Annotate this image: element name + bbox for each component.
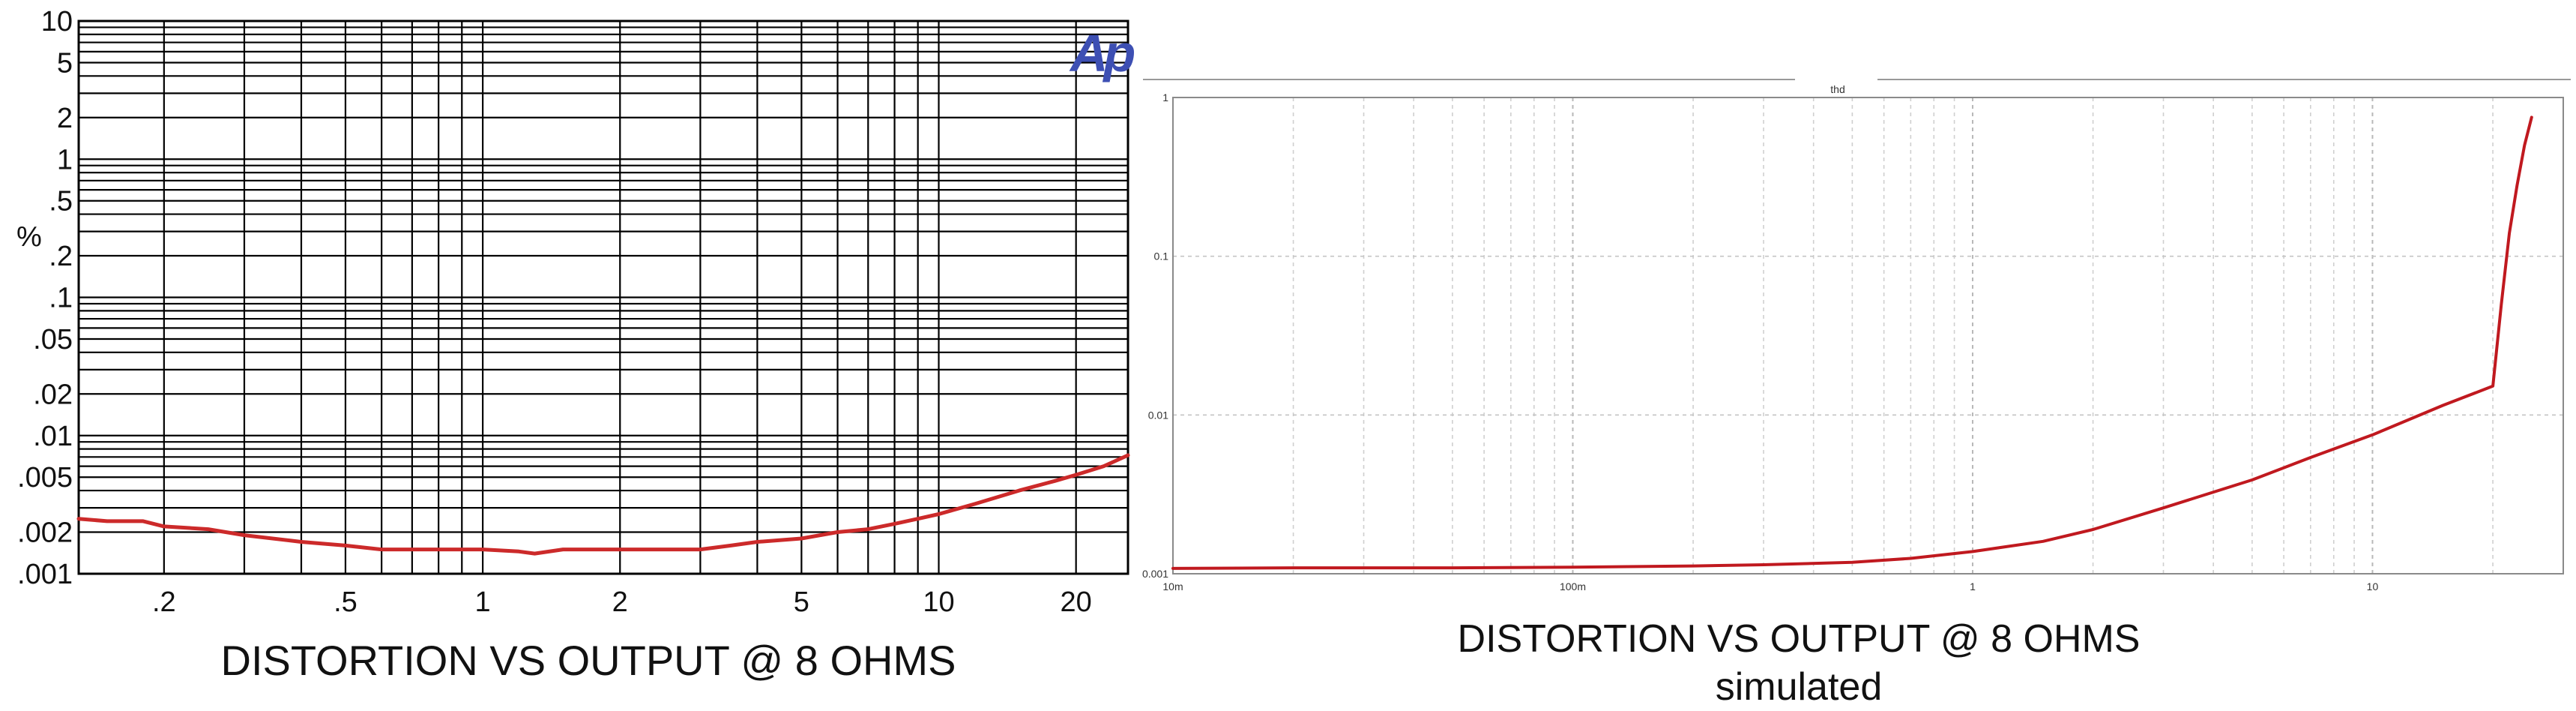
right-caption-title: DISTORTION VS OUTPUT @ 8 OHMS	[1457, 617, 2141, 661]
right-x-tick-label: 1	[1970, 580, 1976, 592]
right-x-tick-label: 10m	[1162, 580, 1183, 592]
right-y-tick-label: 0.1	[1154, 250, 1169, 262]
left-x-tick-label: .2	[152, 586, 176, 618]
right-caption-subtitle: simulated	[1715, 665, 1883, 709]
right-plot-area	[1173, 98, 2563, 574]
left-y-tick-label: 10	[41, 6, 73, 38]
left-y-tick-label: .5	[49, 186, 73, 218]
left-y-tick-label: .001	[17, 559, 73, 590]
left-y-tick-label: 1	[57, 144, 73, 176]
left-y-tick-label: .05	[33, 324, 73, 356]
left-x-tick-label: 10	[923, 586, 954, 618]
left-y-tick-label: .01	[33, 421, 73, 452]
right-plot-frame	[1172, 97, 2564, 574]
right-chart: thd 0.001 0.01 0.1 1 10m 100m 1 10	[1142, 79, 2571, 592]
right-x-tick-label: 100m	[1560, 580, 1586, 592]
left-x-tick-label: 2	[612, 586, 628, 618]
left-x-tick-label: 5	[794, 586, 809, 618]
ap-logo: Ap	[1069, 24, 1135, 82]
left-y-tick-label: .005	[17, 462, 73, 494]
left-y-tick-label: 5	[57, 47, 73, 79]
right-y-tick-label: 0.001	[1142, 568, 1168, 580]
right-y-tick-label: 1	[1162, 92, 1168, 104]
right-chart-caption: DISTORTION VS OUTPUT @ 8 OHMS simulated	[1139, 615, 2458, 711]
right-series-line	[1171, 116, 2533, 570]
left-x-tick-label: 1	[475, 586, 491, 618]
right-x-tick-label: 10	[2367, 580, 2379, 592]
left-y-tick-label: .1	[49, 283, 73, 314]
left-y-axis-label: %	[16, 221, 42, 253]
left-chart: .001 .002 .005 .01 .02 .05 .1 .2 .5 1 2 5 10 .2 .5 1 2 5 1…	[16, 6, 1139, 618]
left-y-tick-label: 2	[57, 103, 73, 134]
left-x-tick-label: .5	[334, 586, 358, 618]
left-x-tick-label: 20	[1061, 586, 1092, 618]
left-y-tick-label: .02	[33, 379, 73, 410]
left-chart-caption: DISTORTION VS OUTPUT @ 8 OHMS	[220, 637, 956, 684]
right-y-tick-label: 0.01	[1148, 409, 1168, 421]
left-y-tick-label: .2	[49, 241, 73, 272]
left-series-line	[76, 453, 1130, 556]
left-y-tick-label: .002	[17, 518, 73, 549]
right-chart-title: thd	[1830, 83, 1844, 95]
left-plot-frame	[77, 20, 1129, 575]
